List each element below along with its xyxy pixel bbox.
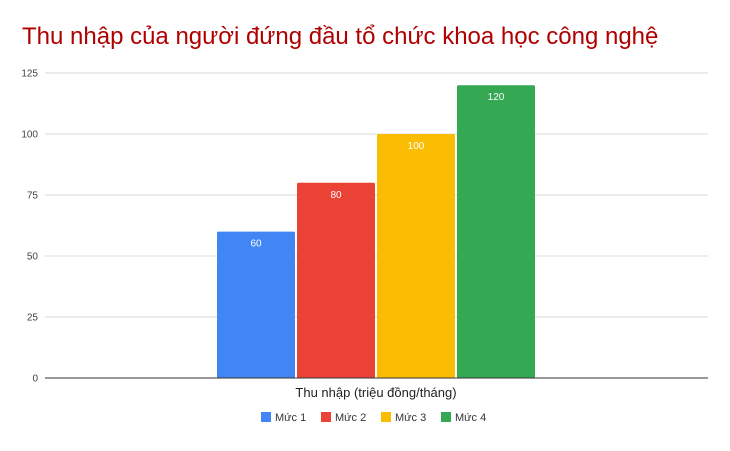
y-tick-label: 125 <box>21 69 38 80</box>
legend-item: Mức 2 <box>321 412 366 424</box>
y-tick-label: 50 <box>27 252 39 263</box>
y-tick-label: 25 <box>27 313 39 324</box>
data-label: 120 <box>488 92 505 103</box>
y-tick-label: 75 <box>27 191 39 202</box>
legend-swatch <box>321 412 331 422</box>
y-axis-tick-labels: 0 25 50 75 100 125 <box>21 69 38 385</box>
x-axis-title: Thu nhập (triệu đồng/tháng) <box>295 385 456 400</box>
legend-label: Mức 1 <box>275 412 306 424</box>
legend-swatch <box>381 412 391 422</box>
legend-item: Mức 3 <box>381 412 426 424</box>
chart-title: Thu nhập của người đứng đầu tổ chức khoa… <box>22 23 658 50</box>
data-labels: 60 80 100 120 <box>250 92 504 249</box>
bar <box>297 182 375 378</box>
data-label: 80 <box>330 190 342 201</box>
legend-label: Mức 4 <box>455 412 486 424</box>
bars <box>217 85 535 378</box>
bar <box>377 134 455 378</box>
legend-item: Mức 1 <box>261 412 306 424</box>
y-tick-label: 0 <box>32 374 38 385</box>
gridlines <box>45 72 708 318</box>
legend-label: Mức 2 <box>335 412 366 424</box>
y-tick-label: 100 <box>21 130 38 141</box>
legend-swatch <box>261 412 271 422</box>
legend: Mức 1 Mức 2 Mức 3 Mức 4 <box>261 412 486 424</box>
legend-item: Mức 4 <box>441 412 486 424</box>
legend-swatch <box>441 412 451 422</box>
bar <box>217 231 295 378</box>
data-label: 60 <box>250 239 262 250</box>
data-label: 100 <box>408 141 425 152</box>
legend-label: Mức 3 <box>395 412 426 424</box>
bar <box>457 85 535 378</box>
